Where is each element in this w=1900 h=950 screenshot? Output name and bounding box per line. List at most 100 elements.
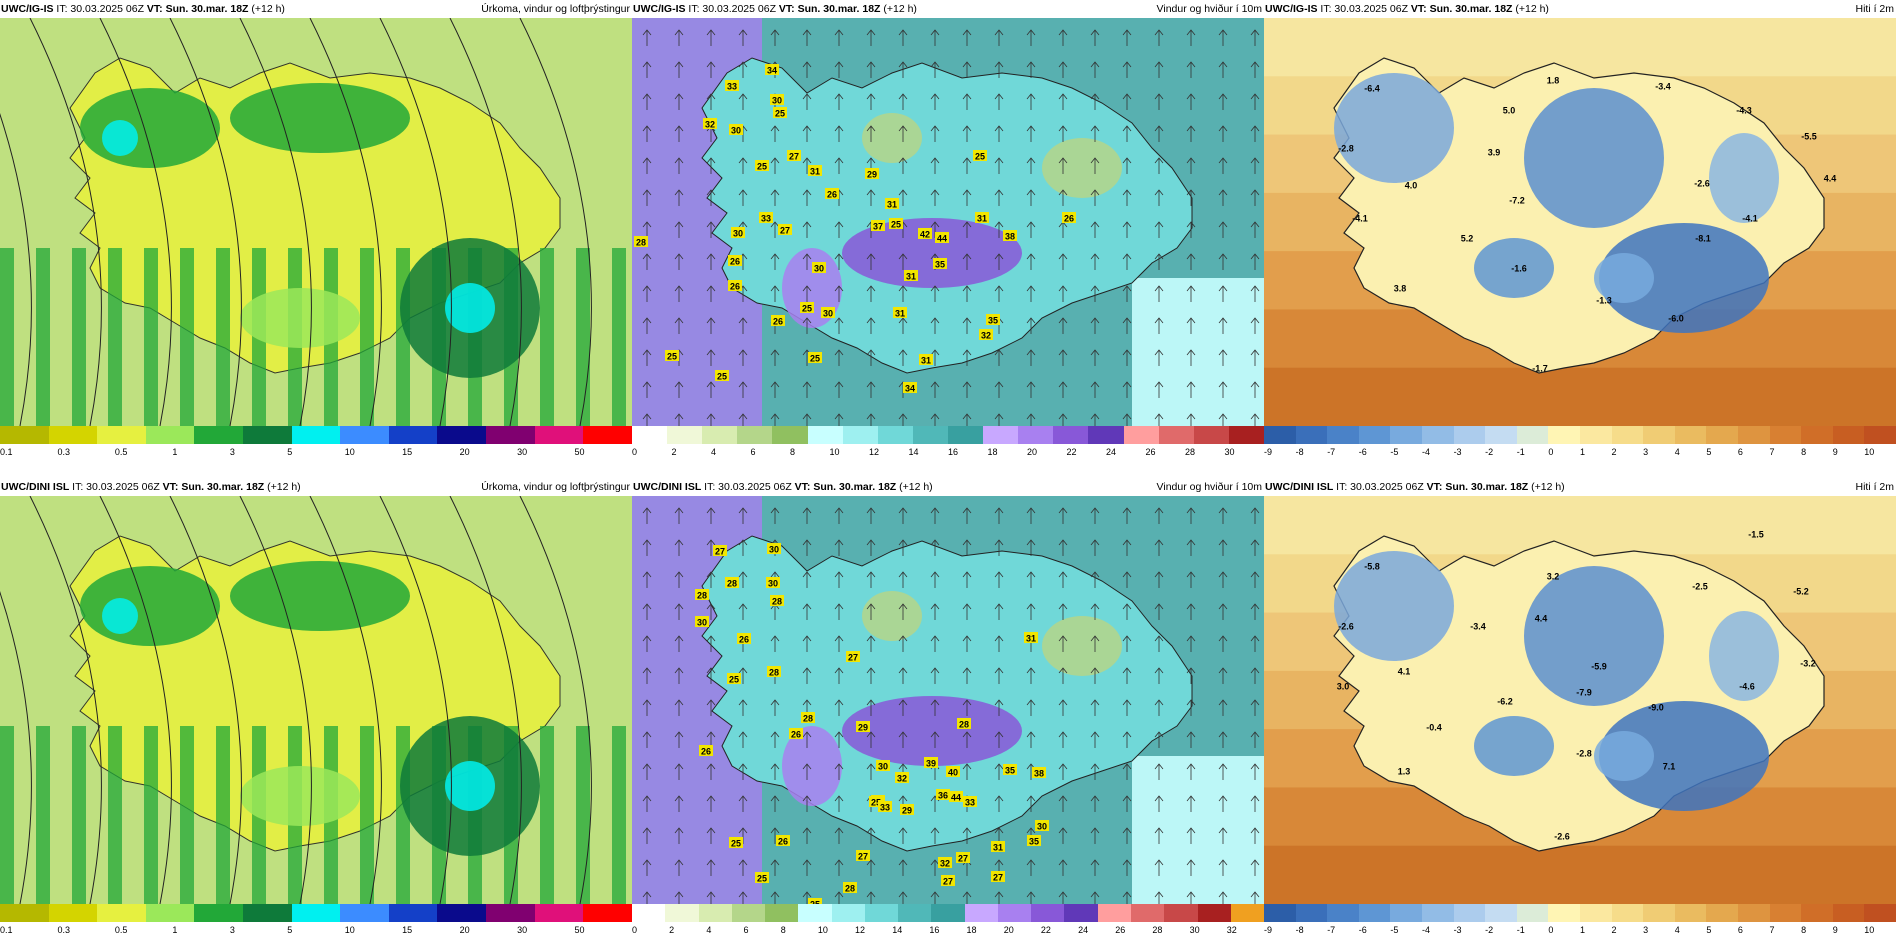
svg-text:44: 44 bbox=[937, 234, 947, 244]
wind-arrow bbox=[994, 349, 1004, 366]
svg-text:39: 39 bbox=[926, 759, 936, 769]
wind-arrow bbox=[706, 763, 716, 780]
wind-arrow bbox=[866, 413, 876, 426]
svg-text:-2.6: -2.6 bbox=[1694, 179, 1710, 189]
wind-arrow bbox=[1122, 349, 1132, 366]
lead-time: (+12 h) bbox=[896, 481, 933, 493]
wind-arrow bbox=[1058, 731, 1068, 748]
wind-arrow bbox=[770, 891, 780, 904]
color-scale-swatch bbox=[243, 426, 292, 444]
map-value-label: 31 bbox=[808, 165, 822, 177]
wind-arrow bbox=[1026, 221, 1036, 238]
svg-text:1.3: 1.3 bbox=[1398, 767, 1411, 777]
wind-arrow bbox=[1090, 699, 1100, 716]
map-value-label: -5.5 bbox=[1801, 132, 1817, 142]
wind-arrow bbox=[1186, 253, 1196, 270]
map-value-label: 35 bbox=[933, 258, 947, 270]
svg-text:-4.1: -4.1 bbox=[1742, 214, 1758, 224]
color-scale-swatch bbox=[1485, 426, 1517, 444]
forecast-map: -5.8 -2.6 3.2 -1.5 -2.5 -3.4 4.4 -5.2 4.1 -5.9 -3.… bbox=[1264, 496, 1896, 904]
wind-arrow bbox=[1250, 667, 1260, 684]
wind-arrow bbox=[1122, 317, 1132, 334]
svg-text:25: 25 bbox=[731, 839, 741, 849]
wind-arrow bbox=[1154, 603, 1164, 620]
color-scale-swatch bbox=[1390, 904, 1422, 922]
wind-arrow bbox=[1026, 253, 1036, 270]
wind-arrow bbox=[674, 507, 684, 524]
map-value-label: 30 bbox=[767, 543, 781, 555]
color-scale-swatch bbox=[534, 426, 584, 444]
wind-arrow bbox=[866, 507, 876, 524]
wind-arrow bbox=[1250, 635, 1260, 652]
wind-arrow bbox=[994, 189, 1004, 206]
wind-arrow bbox=[1186, 221, 1196, 238]
color-scale-tick: 5 bbox=[1706, 447, 1712, 457]
wind-arrow bbox=[770, 507, 780, 524]
svg-text:5.2: 5.2 bbox=[1461, 234, 1474, 244]
wind-arrow bbox=[1154, 253, 1164, 270]
wind-area bbox=[1042, 138, 1122, 198]
wind-arrow bbox=[802, 61, 812, 78]
wind-arrow bbox=[1090, 221, 1100, 238]
wind-arrow bbox=[994, 29, 1004, 46]
isobar-line bbox=[29, 18, 102, 426]
svg-text:-1.6: -1.6 bbox=[1511, 264, 1527, 274]
svg-text:30: 30 bbox=[1037, 822, 1047, 832]
map-value-label: -7.9 bbox=[1576, 688, 1592, 698]
svg-text:35: 35 bbox=[1005, 766, 1015, 776]
model-name: UWC/IG-IS bbox=[633, 3, 686, 15]
wind-arrow bbox=[674, 539, 684, 556]
wind-arrow bbox=[802, 507, 812, 524]
precip-band bbox=[576, 248, 590, 426]
map-value-label: 30 bbox=[766, 577, 780, 589]
lead-time: (+12 h) bbox=[1512, 3, 1549, 15]
wind-arrow bbox=[802, 539, 812, 556]
forecast-map bbox=[0, 18, 632, 426]
panel-run-info: UWC/IG-IS IT: 30.03.2025 06Z VT: Sun. 30… bbox=[633, 0, 917, 18]
wind-arrow bbox=[866, 285, 876, 302]
map-value-label: 36 bbox=[936, 789, 950, 801]
color-scale-swatch bbox=[1327, 426, 1359, 444]
wind-arrow bbox=[834, 891, 844, 904]
wind-arrow bbox=[898, 189, 908, 206]
map-value-label: 31 bbox=[1024, 632, 1038, 644]
wind-arrow bbox=[1218, 285, 1228, 302]
map-value-label: 1.8 bbox=[1547, 76, 1560, 86]
wind-arrow bbox=[706, 571, 716, 588]
color-scale-tick: -1 bbox=[1516, 925, 1525, 935]
wind-arrow bbox=[898, 859, 908, 876]
map-value-label: 25 bbox=[755, 160, 769, 172]
wind-arrow bbox=[1058, 635, 1068, 652]
svg-text:-1.5: -1.5 bbox=[1748, 530, 1764, 540]
wind-arrow bbox=[834, 61, 844, 78]
init-time: IT: 30.03.2025 06Z bbox=[1317, 3, 1411, 15]
wind-arrow bbox=[1122, 507, 1132, 524]
wind-arrow bbox=[1250, 381, 1260, 398]
svg-text:32: 32 bbox=[897, 774, 907, 784]
wind-arrow bbox=[1122, 285, 1132, 302]
map-value-label: -2.5 bbox=[1692, 582, 1708, 592]
svg-text:25: 25 bbox=[871, 798, 881, 808]
wind-arrow bbox=[962, 635, 972, 652]
map-value-label: 32 bbox=[979, 329, 993, 341]
wind-arrow bbox=[1090, 253, 1100, 270]
init-time: IT: 30.03.2025 06Z bbox=[685, 3, 779, 15]
wind-arrow bbox=[706, 381, 716, 398]
wind-arrow bbox=[1026, 571, 1036, 588]
map-value-label: -6.4 bbox=[1364, 84, 1380, 94]
wind-arrow bbox=[1218, 349, 1228, 366]
color-scale-swatch bbox=[1295, 904, 1328, 922]
model-name: UWC/IG-IS bbox=[1, 3, 54, 15]
wind-arrow bbox=[642, 763, 652, 780]
svg-text:25: 25 bbox=[729, 675, 739, 685]
map-value-label: 31 bbox=[885, 198, 899, 210]
svg-text:30: 30 bbox=[697, 618, 707, 628]
forecast-map bbox=[0, 496, 632, 904]
color-scale-tick: 10 bbox=[344, 925, 355, 935]
wind-arrow bbox=[674, 603, 684, 620]
color-scale-tick: 0.5 bbox=[114, 925, 128, 935]
color-scale-tick: -6 bbox=[1358, 447, 1367, 457]
wind-area bbox=[862, 591, 922, 641]
valid-time-label: VT: Sun. 30.mar. 18Z bbox=[146, 3, 249, 15]
color-scale-swatch bbox=[48, 904, 98, 922]
